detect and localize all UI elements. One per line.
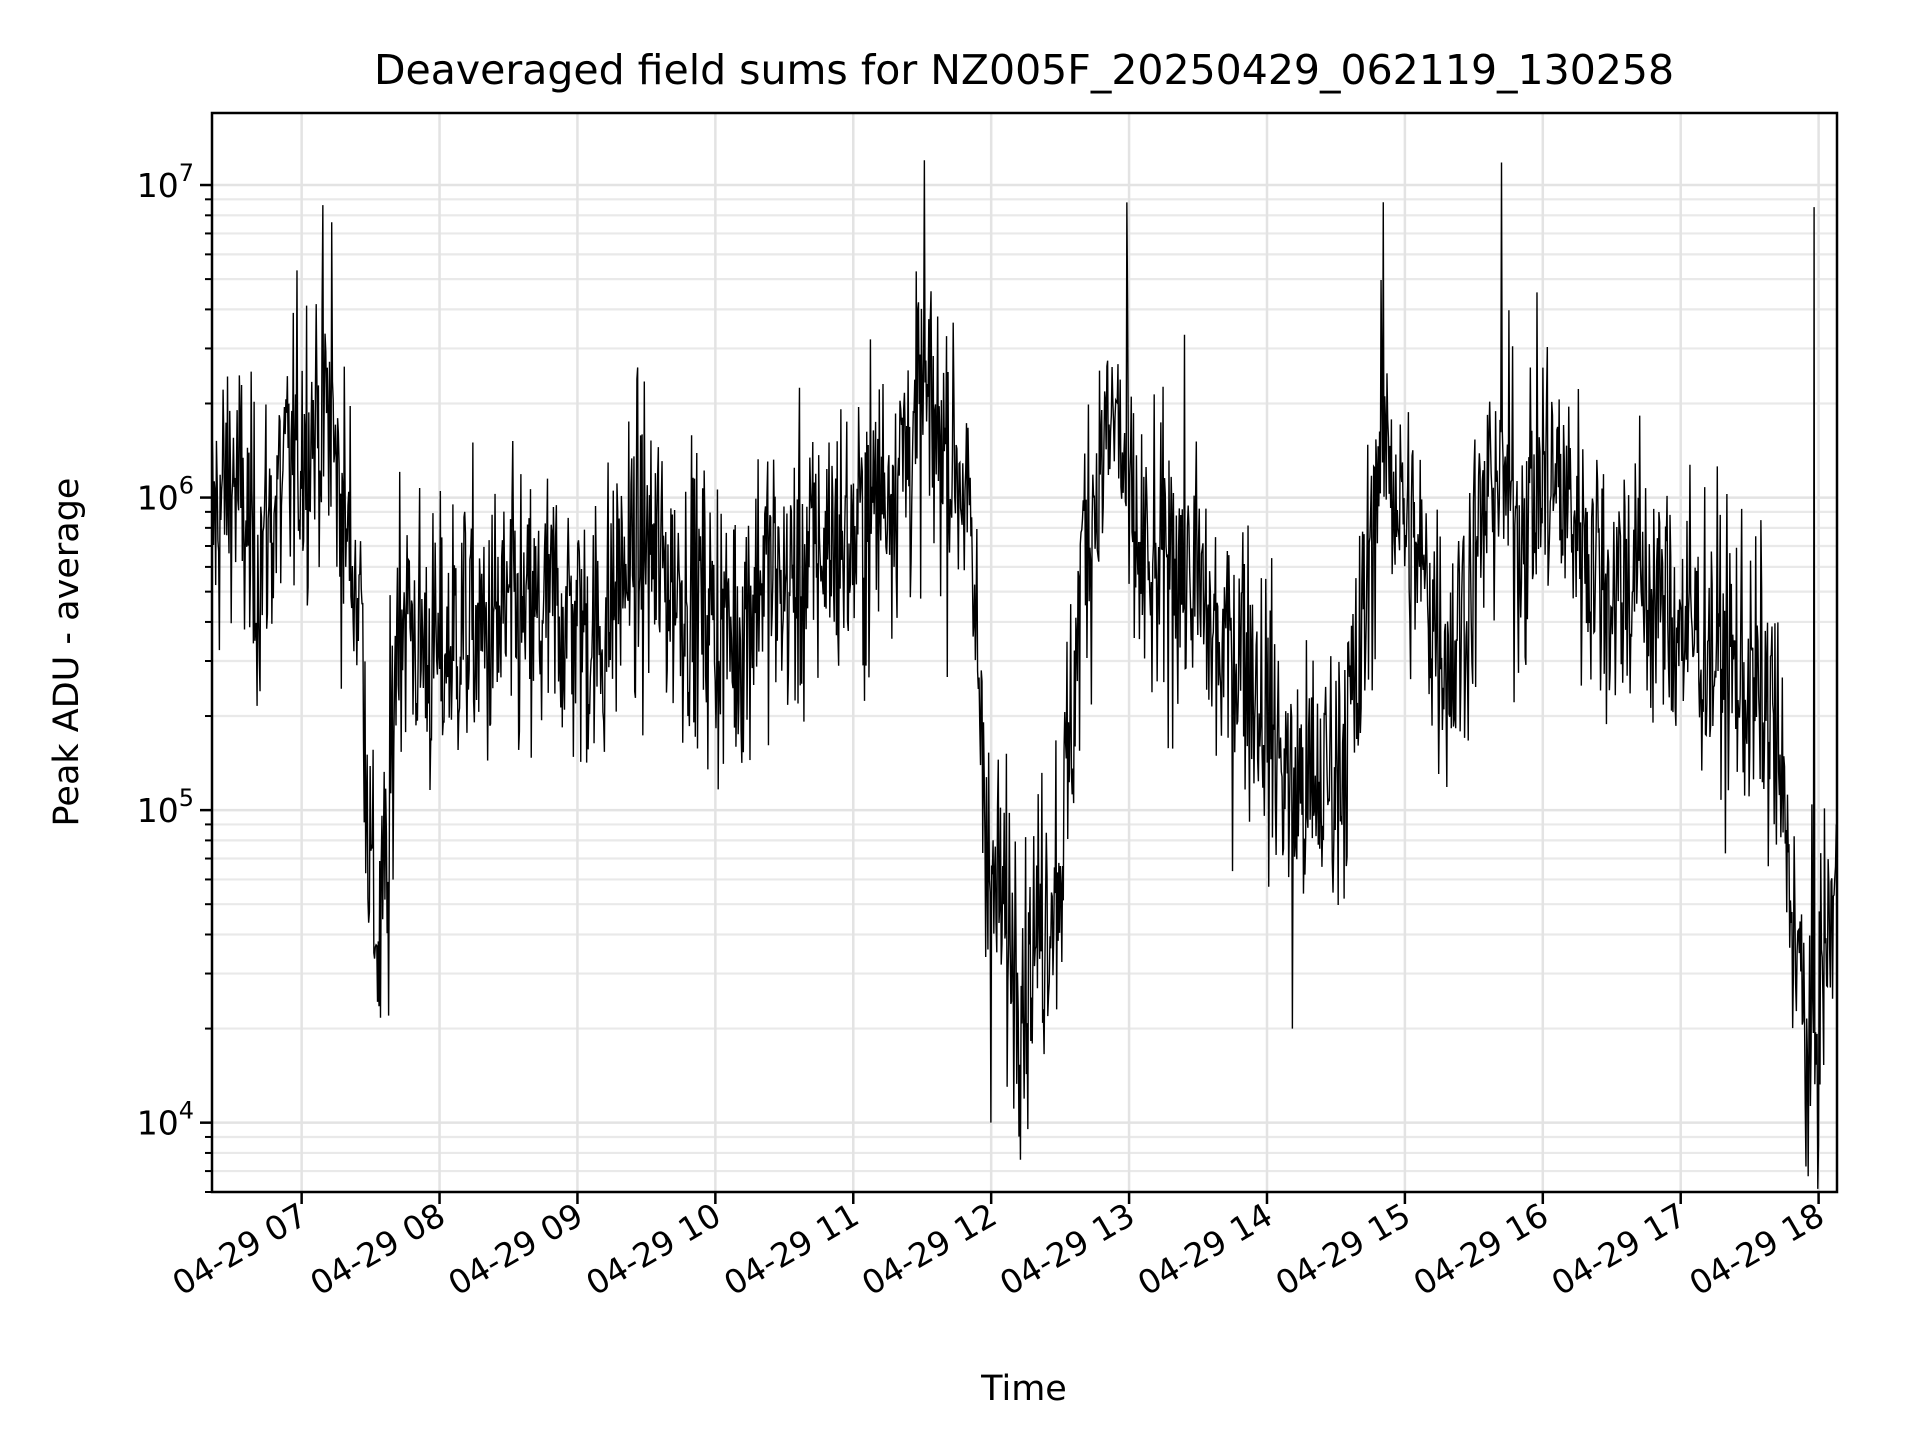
x-tick-label: 04-29 08 bbox=[304, 1195, 452, 1303]
major-gridlines bbox=[212, 113, 1837, 1192]
x-tick-label: 04-29 17 bbox=[1545, 1195, 1693, 1303]
x-tick-label: 04-29 11 bbox=[717, 1195, 865, 1303]
y-axis-label: Peak ADU - average bbox=[47, 478, 87, 827]
x-tick-label: 04-29 10 bbox=[579, 1195, 727, 1303]
y-axis-ticks: 104 105 106 107 bbox=[137, 159, 212, 1143]
plot-frame bbox=[210, 111, 1839, 1194]
x-tick-label: 04-29 18 bbox=[1683, 1195, 1831, 1303]
x-tick-label: 04-29 13 bbox=[993, 1195, 1141, 1303]
y-tick-label: 107 bbox=[137, 159, 194, 205]
x-tick-label: 04-29 07 bbox=[166, 1195, 314, 1303]
x-tick-label: 04-29 12 bbox=[855, 1195, 1003, 1303]
chart-title: Deaveraged field sums for NZ005F_2025042… bbox=[374, 46, 1674, 94]
x-tick-label: 04-29 09 bbox=[441, 1195, 589, 1303]
x-tick-label: 04-29 15 bbox=[1269, 1195, 1417, 1303]
y-tick-label: 104 bbox=[137, 1097, 194, 1143]
y-tick-label: 106 bbox=[137, 472, 194, 518]
series-layer bbox=[211, 160, 1838, 1189]
series-line bbox=[211, 160, 1838, 1189]
x-axis-label: Time bbox=[980, 1369, 1067, 1409]
x-tick-label: 04-29 14 bbox=[1131, 1195, 1279, 1303]
x-tick-label: 04-29 16 bbox=[1407, 1195, 1555, 1303]
y-tick-label: 105 bbox=[137, 784, 194, 830]
